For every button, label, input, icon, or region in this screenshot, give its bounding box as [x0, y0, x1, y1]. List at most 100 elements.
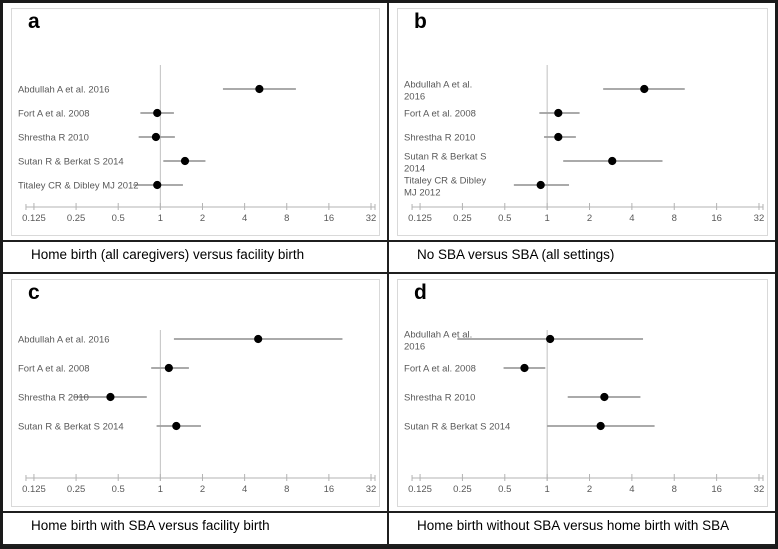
estimate-point	[172, 421, 181, 431]
study-label: Titaley CR & Dibley MJ 2012	[18, 180, 139, 191]
axis-tick-label: 4	[629, 213, 634, 224]
panel-d-chart-frame: d 0.125 0.25 0.5 1 2 4 8 16 32 Abdullah A et al. 2…	[397, 279, 768, 507]
study-label: Titaley CR & Dibley	[404, 176, 486, 187]
panel-b-chart-cell: b 0.125 0.25 0.5 1 2 4 8 16 32 Abdullah A et al. 2…	[389, 3, 775, 240]
axis-tick-label: 0.5	[112, 213, 125, 224]
estimate-point	[153, 108, 162, 118]
axis-tick-label: 16	[711, 484, 722, 495]
axis-tick-label: 0.125	[408, 213, 432, 224]
panel-c-chart-cell: c 0.125 0.25 0.5 1 2 4 8 16 32 Abdullah A et al. …	[3, 274, 389, 511]
study-label: Fort A et al. 2008	[404, 364, 476, 375]
axis-tick-label: 1	[545, 484, 550, 495]
estimate-point	[254, 334, 263, 344]
axis-tick-label: 1	[158, 484, 163, 495]
study-label: Shrestha R 2010	[404, 393, 475, 404]
estimate-point	[153, 180, 162, 190]
axis-tick-label: 0.5	[498, 213, 511, 224]
estimate-point	[640, 84, 649, 94]
panel-d-chart-cell: d 0.125 0.25 0.5 1 2 4 8 16 32 Abdullah A et al. 2…	[389, 274, 775, 511]
panel-d-caption-text: Home birth without SBA versus home birth…	[417, 518, 730, 533]
axis-tick-label: 1	[545, 213, 550, 224]
axis-tick-label: 4	[242, 484, 247, 495]
study-label: 2014	[404, 164, 425, 175]
study-label: Shrestha R 2010	[18, 132, 89, 143]
panel-a-caption-text: Home birth (all caregivers) versus facil…	[31, 247, 305, 262]
study-label: 2016	[404, 92, 425, 103]
axis-tick-label: 8	[672, 484, 677, 495]
axis-tick-label: 0.125	[22, 484, 46, 495]
estimate-point	[255, 84, 264, 94]
panel-a-chart-frame: a 0.125 0.25 0.5 1 2 4 8 16 32 Abdullah A et al. …	[11, 8, 380, 236]
study-label: Abdullah A et al.	[404, 330, 472, 341]
axis-tick-label: 2	[200, 213, 205, 224]
panel-b-caption-text: No SBA versus SBA (all settings)	[417, 247, 615, 262]
panel-b-letter: b	[414, 10, 427, 33]
study-label: Sutan R & Berkat S	[404, 152, 486, 163]
panel-b-chart-frame: b 0.125 0.25 0.5 1 2 4 8 16 32 Abdullah A et al. 2…	[397, 8, 768, 236]
axis-tick-label: 2	[200, 484, 205, 495]
study-label: Fort A et al. 2008	[18, 363, 89, 374]
panel-b-caption: No SBA versus SBA (all settings)	[389, 240, 775, 274]
panel-c-chart-frame: c 0.125 0.25 0.5 1 2 4 8 16 32 Abdullah A et al. …	[11, 279, 380, 507]
axis-tick-label: 32	[366, 213, 377, 224]
study-label: Shrestha R 2010	[18, 392, 89, 403]
estimate-point	[546, 334, 555, 344]
estimate-point	[608, 156, 617, 166]
axis-tick-label: 32	[366, 484, 377, 495]
study-label: Abdullah A et al. 2016	[18, 84, 109, 95]
estimate-point	[554, 132, 563, 142]
panel-a-letter: a	[28, 10, 40, 33]
axis-tick-label: 2	[587, 213, 592, 224]
axis-tick-label: 0.5	[498, 484, 511, 495]
study-label: MJ 2012	[404, 188, 440, 199]
estimate-point	[600, 392, 609, 402]
axis-tick-label: 16	[711, 213, 722, 224]
study-label: Sutan R & Berkat S 2014	[18, 156, 124, 167]
study-label: 2016	[404, 342, 425, 353]
estimate-point	[554, 108, 563, 118]
panel-c-forest-plot: 0.125 0.25 0.5 1 2 4 8 16 32 Abdullah A et al. 20…	[18, 330, 377, 495]
axis-tick-label: 0.125	[408, 484, 432, 495]
study-label: Sutan R & Berkat S 2014	[18, 421, 124, 432]
axis-tick-label: 0.5	[112, 484, 125, 495]
axis-tick-label: 0.25	[453, 213, 472, 224]
axis-tick-label: 4	[242, 213, 247, 224]
study-label: Shrestha R 2010	[404, 133, 475, 144]
panel-d-letter: d	[414, 281, 427, 304]
study-label: Abdullah A et al. 2016	[18, 334, 109, 345]
axis-tick-label: 8	[284, 484, 289, 495]
estimate-point	[151, 132, 161, 142]
panel-a-chart-cell: a 0.125 0.25 0.5 1 2 4 8 16 32 Abdullah A et al. …	[3, 3, 389, 240]
panel-d-forest-plot: 0.125 0.25 0.5 1 2 4 8 16 32 Abdullah A et al.201…	[404, 330, 765, 495]
axis-tick-label: 2	[587, 484, 592, 495]
panel-c-caption-text: Home birth with SBA versus facility birt…	[31, 518, 270, 533]
panel-a-caption: Home birth (all caregivers) versus facil…	[3, 240, 389, 274]
estimate-point	[164, 363, 173, 373]
panel-c-letter: c	[28, 281, 40, 304]
axis-tick-label: 0.25	[67, 213, 85, 224]
axis-tick-label: 16	[324, 484, 335, 495]
estimate-point	[536, 180, 545, 190]
axis-tick-label: 32	[754, 484, 765, 495]
study-label: Fort A et al. 2008	[18, 108, 89, 119]
estimate-point	[520, 363, 529, 373]
axis-tick-label: 16	[324, 213, 335, 224]
study-label: Fort A et al. 2008	[404, 109, 476, 120]
panel-a-forest-plot: 0.125 0.25 0.5 1 2 4 8 16 32 Abdullah A et al. 20…	[18, 65, 377, 224]
study-label: Sutan R & Berkat S 2014	[404, 422, 510, 433]
axis-tick-label: 32	[754, 213, 765, 224]
axis-tick-label: 0.25	[67, 484, 85, 495]
axis-tick-label: 0.25	[453, 484, 472, 495]
estimate-point	[596, 421, 605, 431]
panel-d-caption: Home birth without SBA versus home birth…	[389, 511, 775, 546]
axis-tick-label: 8	[672, 213, 677, 224]
study-label: Abdullah A et al.	[404, 80, 472, 91]
axis-tick-label: 1	[158, 213, 163, 224]
axis-tick-label: 8	[284, 213, 289, 224]
panel-c-caption: Home birth with SBA versus facility birt…	[3, 511, 389, 546]
estimate-point	[180, 156, 190, 166]
axis-tick-label: 4	[629, 484, 634, 495]
estimate-point	[106, 392, 115, 402]
